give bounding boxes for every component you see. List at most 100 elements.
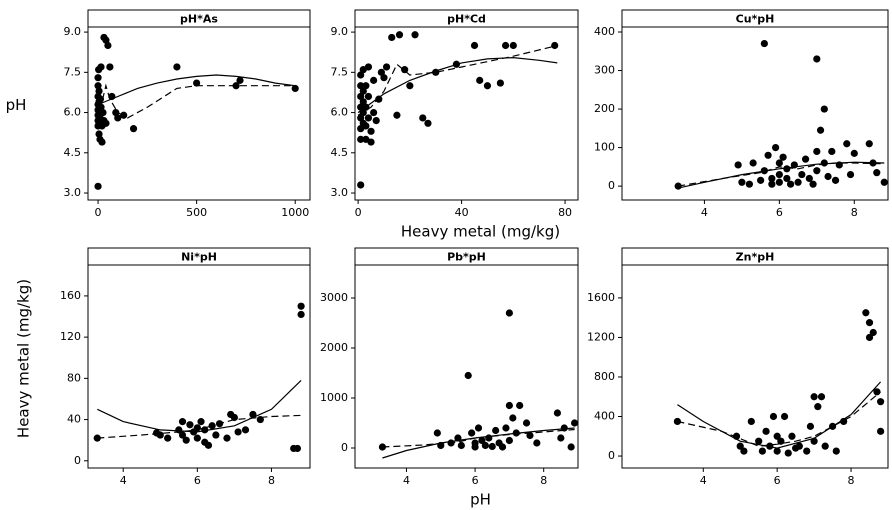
data-point: [201, 426, 209, 434]
data-point: [768, 180, 776, 188]
data-point: [395, 31, 404, 39]
data-point: [357, 92, 365, 101]
data-point: [357, 71, 365, 79]
data-point: [775, 178, 783, 186]
data-point: [551, 41, 559, 50]
data-point: [94, 82, 102, 90]
x-tick-label: 4: [403, 474, 410, 487]
x-tick-label: 8: [540, 474, 547, 487]
data-point: [357, 181, 365, 189]
plot-area: [673, 309, 885, 457]
data-point: [557, 434, 565, 442]
data-point: [370, 108, 378, 117]
panel: pH*As 0 500 1000 3.0 4.5 6.0 7.5 9.0: [64, 9, 311, 219]
data-point: [877, 427, 885, 435]
x-tick-label: 4: [120, 474, 127, 487]
data-point: [820, 159, 828, 167]
data-point: [509, 41, 517, 50]
data-point: [212, 431, 220, 439]
panel-title: Zn*pH: [736, 251, 775, 264]
data-point: [173, 63, 181, 71]
data-point: [877, 398, 885, 406]
data-point: [186, 421, 194, 429]
data-point: [509, 414, 517, 422]
plot-area: [378, 309, 578, 459]
data-point: [464, 371, 472, 380]
x-tick-label: 4: [701, 206, 708, 219]
plot-area: [674, 39, 888, 190]
data-point: [93, 434, 101, 442]
dashed-fit-line: [382, 428, 575, 448]
data-point: [178, 418, 187, 426]
data-point: [824, 172, 832, 181]
data-point: [481, 441, 489, 450]
y-tick-label: 1200: [587, 330, 615, 343]
plot-frame: [354, 247, 579, 469]
data-point: [516, 401, 524, 410]
data-point: [740, 447, 748, 455]
y-tick-label: 6.0: [331, 106, 349, 119]
data-point: [474, 424, 483, 432]
data-point: [457, 441, 465, 450]
data-point: [236, 76, 244, 84]
data-point: [362, 122, 370, 130]
data-point: [810, 437, 818, 445]
data-point: [204, 441, 213, 449]
data-point: [406, 82, 414, 90]
data-point: [865, 140, 873, 148]
data-point: [817, 393, 826, 401]
data-point: [553, 409, 562, 417]
data-point: [362, 82, 370, 90]
dashed-fit-line: [97, 83, 296, 119]
y-tick-label: 9.0: [64, 25, 82, 38]
dashed-fit-line: [97, 414, 302, 439]
x-tick-label: 8: [848, 474, 855, 487]
data-point: [772, 143, 780, 152]
panel: Zn*pH 4 6 8 0 400 800 1200 1600: [587, 247, 889, 487]
panel: Pb*pH 4 6 8 0 1000 2000 3000: [320, 247, 579, 487]
y-tick-label: 7.5: [331, 65, 349, 78]
data-point: [769, 412, 778, 421]
data-point: [798, 170, 806, 179]
data-point: [816, 126, 825, 134]
y-tick-label: 80: [67, 371, 81, 384]
plot-frame: [87, 9, 311, 201]
data-point: [380, 74, 388, 82]
data-point: [865, 319, 874, 327]
data-point: [96, 95, 105, 103]
data-point: [164, 434, 172, 442]
data-point: [873, 388, 881, 396]
data-point: [114, 114, 122, 122]
data-point: [773, 447, 781, 455]
data-point: [241, 426, 250, 434]
data-point: [291, 84, 299, 93]
data-point: [492, 426, 500, 435]
data-point: [501, 41, 510, 50]
data-point: [393, 111, 401, 119]
y-tick-label: 3.0: [64, 186, 82, 199]
data-point: [129, 125, 138, 133]
data-point: [570, 419, 578, 427]
data-point: [505, 401, 513, 410]
data-point: [736, 442, 744, 450]
panel-title: Cu*pH: [736, 13, 775, 26]
data-point: [788, 432, 796, 440]
data-point: [193, 79, 201, 87]
data-point: [488, 442, 496, 451]
data-point: [388, 33, 396, 42]
data-point: [357, 114, 365, 122]
data-point: [94, 182, 102, 190]
data-point: [470, 41, 479, 50]
data-point: [156, 431, 164, 439]
panel-title: Ni*pH: [181, 251, 217, 264]
data-point: [367, 127, 375, 135]
x-tick-label: 6: [776, 206, 783, 219]
data-point: [471, 443, 479, 451]
data-point: [780, 412, 789, 421]
x-tick-label: 4: [700, 474, 707, 487]
y-tick-label: 4.5: [64, 146, 82, 159]
y-tick-label: 1000: [320, 391, 348, 404]
data-point: [747, 417, 755, 426]
